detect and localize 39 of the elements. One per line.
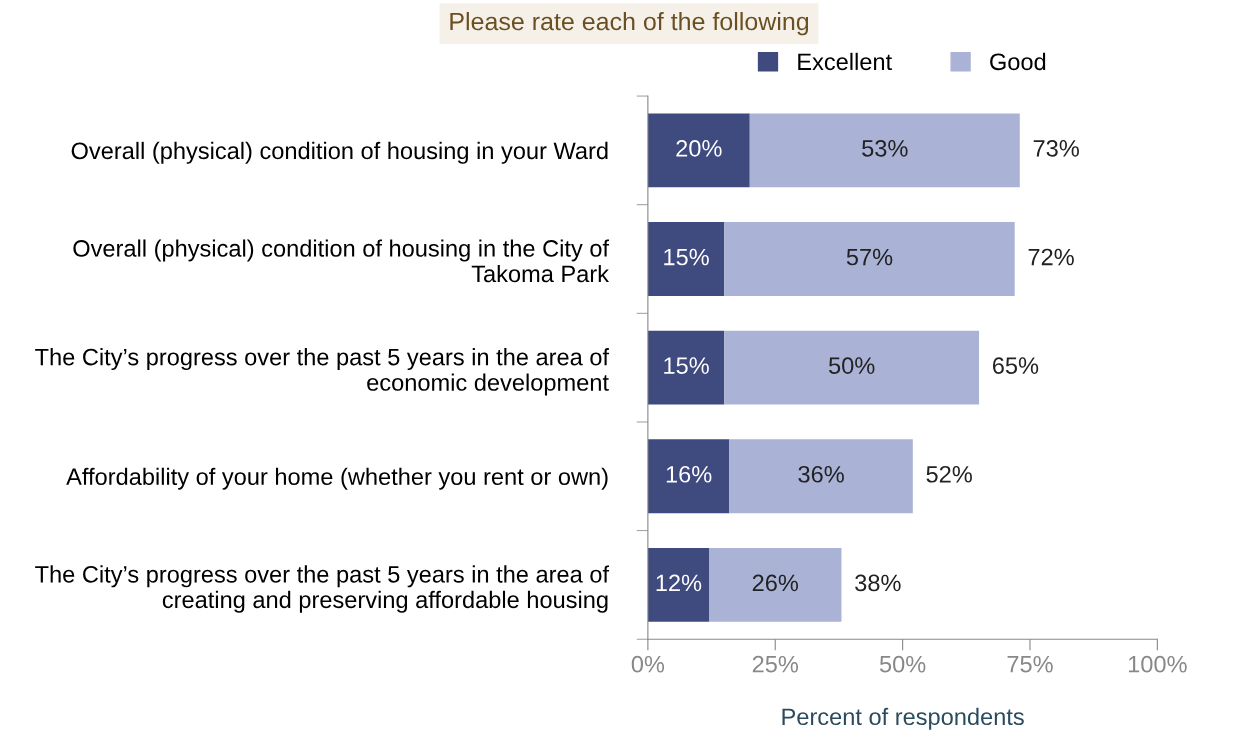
bar [647, 439, 730, 514]
total-label: 72% [1028, 248, 1074, 266]
data-label: 16% [666, 465, 712, 483]
bar [647, 113, 750, 188]
x-tick-label: 0% [631, 655, 665, 673]
bar [709, 547, 842, 622]
legend-label: Excellent [798, 52, 892, 71]
bar [749, 113, 1020, 188]
data-label: 50% [828, 357, 875, 374]
y-tick-label: The City’s progress over the past 5 years in the area of creating and preserving affordable housing [35, 565, 610, 613]
data-label: 12% [656, 574, 702, 592]
x-axis-title: Percent of respondents [782, 707, 1024, 730]
data-label: 20% [676, 140, 722, 157]
total-label: 65% [992, 357, 1039, 374]
legend-label: Good [990, 52, 1046, 71]
x-tick-label: 100% [1128, 655, 1187, 673]
y-tick-label: Affordability of your home (whether you rent or own) [66, 467, 608, 490]
data-label: 26% [752, 574, 799, 592]
data-label: 53% [862, 140, 908, 157]
y-tick-label: Overall (physical) condition of housing in the City of Takoma Park [73, 239, 610, 283]
total-label: 52% [926, 465, 972, 483]
data-label: 36% [798, 465, 844, 483]
data-label: 15% [664, 248, 709, 266]
y-tick-label: The City’s progress over the past 5 years in the area of economic development [35, 348, 610, 396]
bar [647, 547, 710, 622]
bar [647, 330, 725, 405]
x-tick-label: 75% [1007, 655, 1053, 673]
y-tick-label: Overall (physical) condition of housing in your Ward [71, 141, 608, 164]
x-tick-label: 50% [879, 655, 926, 673]
total-label: 73% [1033, 140, 1079, 157]
bar [729, 439, 913, 514]
x-tick-label: 25% [752, 655, 799, 673]
data-label: 15% [664, 357, 709, 374]
data-label: 57% [846, 248, 893, 266]
total-label: 38% [855, 574, 901, 592]
chart-title: Please rate each of the following [450, 12, 809, 36]
bar [724, 330, 980, 405]
bar [647, 222, 725, 296]
bar [724, 222, 1015, 296]
